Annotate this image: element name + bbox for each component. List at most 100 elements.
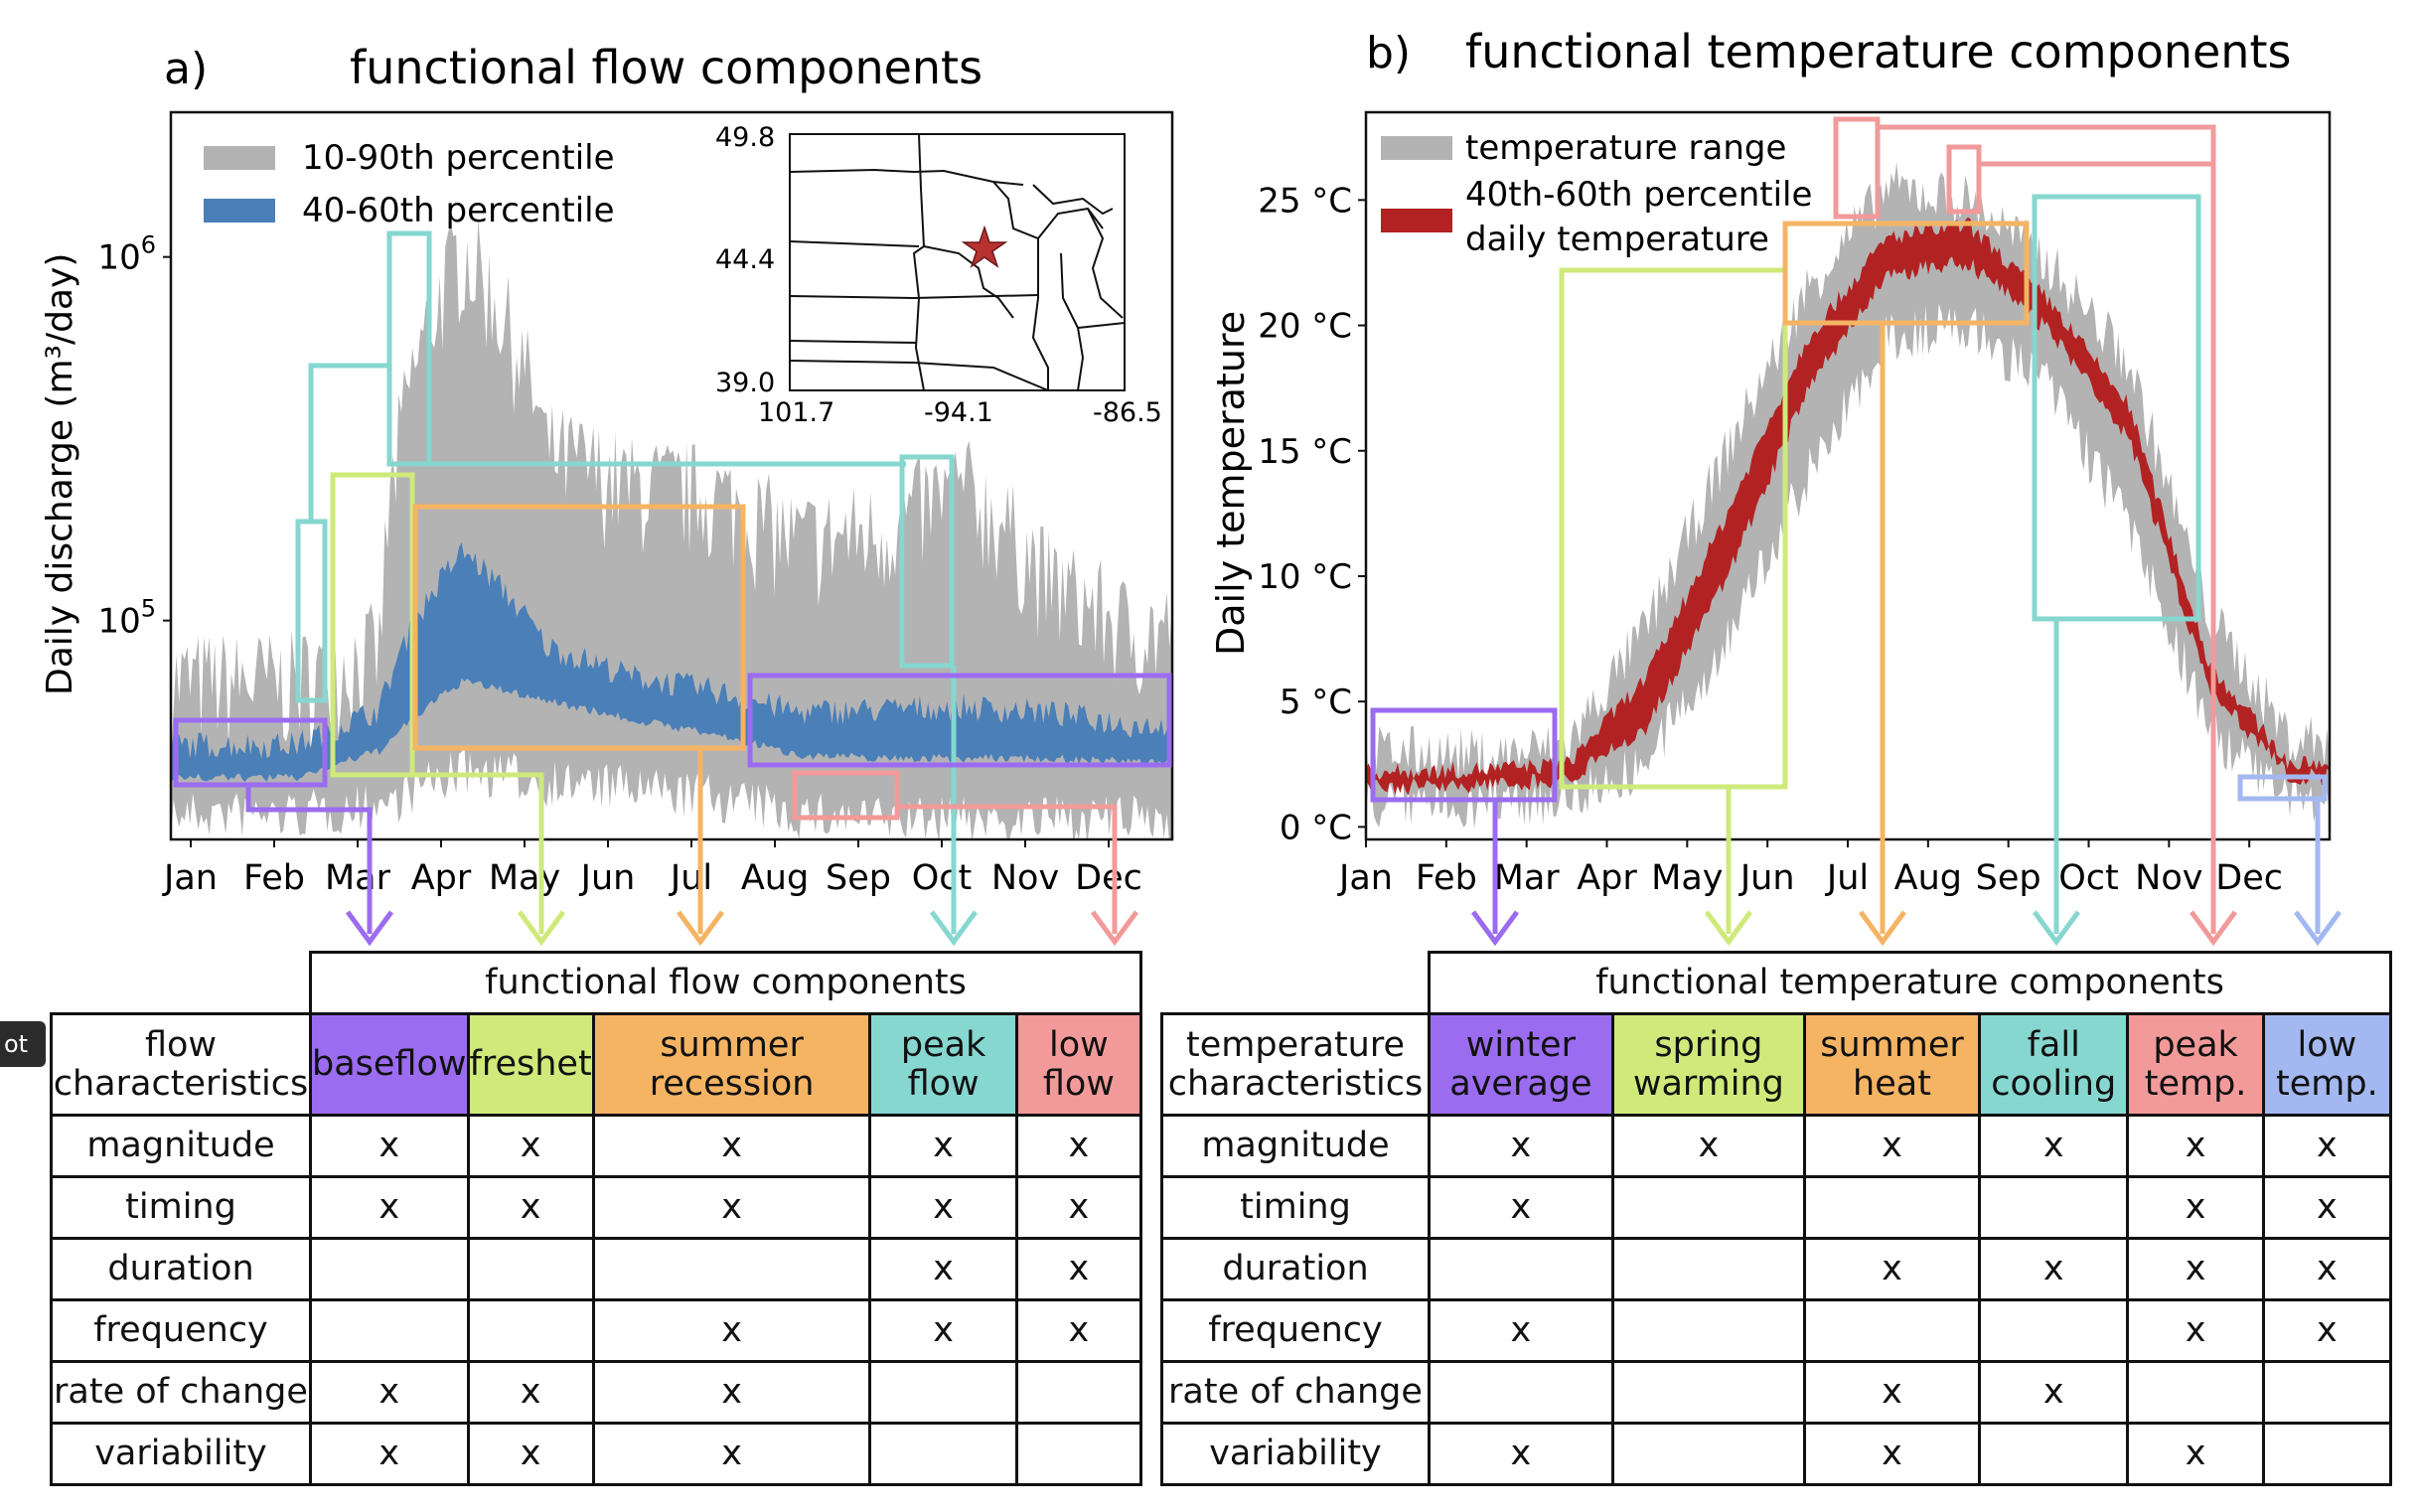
flow-plot-frame [169,110,1174,841]
temp-table-cell [1428,1360,1614,1425]
temp-col-peak-temp: peak temp. [2126,1012,2265,1117]
flow-table-row: magnitude x x x x x [50,1114,1143,1178]
flow-month-label: Oct [912,858,973,898]
temp-table-row-label: variability [1160,1422,1431,1486]
flow-ylabel: Daily discharge (m³/day) [40,253,80,695]
inset-y-top: 49.8 [715,122,775,153]
temp-table-row: duration x x x x [1160,1237,2393,1301]
temp-table-cell [1978,1175,2130,1240]
temp-month-label: Jul [1825,858,1869,898]
flow-table-cell [591,1237,872,1301]
temp-table-cell: x [1802,1114,1982,1178]
flow-table-row-label: timing [50,1175,312,1240]
arrow-summer-icon [1858,910,1907,947]
flow-y-tick-label: 105 [97,595,156,642]
flow-table-cell: x [1014,1114,1143,1178]
temp-table-cell: x [2261,1175,2393,1240]
temp-table-cell: x [2126,1175,2265,1240]
arrow-winter-icon [1470,910,1520,947]
flow-table-cell: x [309,1360,470,1425]
temp-month-label: Feb [1416,858,1477,898]
temp-table-cell: x [1428,1175,1614,1240]
temp-col-summer-heat: summer heat [1802,1012,1982,1117]
temp-table-cell: x [1802,1360,1982,1425]
legend-swatch-grey [204,146,275,170]
flow-table-row: rate of change x x x [50,1360,1143,1425]
flow-table-corner [52,953,311,1014]
temperature-40-60-band [1366,217,2330,796]
flow-table-row-label: magnitude [50,1114,312,1178]
temp-y-tick-label: 15 °C [1258,432,1352,472]
flow-table-row: frequency x x x [50,1298,1143,1363]
temp-table-cell: x [1978,1114,2130,1178]
flow-table-cell: x [466,1422,595,1486]
temp-table-cell: x [2126,1298,2265,1363]
flow-plot: Jan Feb Mar Apr May Jun Jul Aug Sep Oct Nov Dec1061… [97,110,1174,898]
flow-table-cell [868,1422,1018,1486]
flow-table-header: functional flow components [309,951,1142,1015]
flow-40-60-band [171,542,1172,782]
temp-table-cell: x [2261,1114,2393,1178]
temp-table-cell: x [2126,1422,2265,1486]
temp-month-label: Dec [2215,858,2283,898]
temp-table-row: variability x x x [1160,1422,2393,1486]
legend-label-percentile: 40th-60th percentile [1465,175,1812,215]
legend-label-daily: daily temperature [1465,220,1769,259]
inset-y-bot: 39.0 [715,368,775,398]
flow-y-tick-label: 106 [97,231,156,278]
arrow-baseflow-icon [345,910,394,947]
legend-swatch-blue [204,199,275,223]
temp-table-header: functional temperature components [1428,951,2392,1015]
temp-table-row: timing x x x [1160,1175,2393,1240]
flow-table-cell: x [1014,1298,1143,1363]
temp-month-label: Jan [1337,858,1393,898]
arrow-recession-icon [676,910,725,947]
temp-table-cell [1978,1422,2130,1486]
temperature-range-band [1366,162,2330,830]
flow-y-tick-exp: 5 [141,595,156,623]
temp-table-cell [2126,1360,2265,1425]
arrow-spring-icon [1704,910,1753,947]
flow-table-cell: x [309,1114,470,1178]
flow-month-label: Aug [741,858,809,898]
flow-table-row: variability x x x [50,1422,1143,1486]
inset-x-left: 101.7 [758,397,834,428]
flow-month-label: Apr [411,858,472,898]
inset-x-mid: -94.1 [924,397,993,428]
temp-month-label: May [1651,858,1723,898]
temp-table-cell: x [1802,1237,1982,1301]
flow-month-label: Sep [826,858,891,898]
temp-table-cell: x [2261,1298,2393,1363]
legend-label-10-90: 10-90th percentile [302,138,615,178]
temperature-legend: temperature range 40th-60th percentile d… [1381,128,1812,259]
temp-table-cell: x [1802,1422,1982,1486]
flow-table-cell [1014,1360,1143,1425]
flow-table-cell: x [868,1237,1018,1301]
temp-table-cell: x [2126,1114,2265,1178]
flow-table-cell: x [309,1175,470,1240]
temp-col-low-temp: low temp. [2261,1012,2393,1117]
temp-month-label: Apr [1577,858,1637,898]
temp-table-cell: x [2261,1237,2393,1301]
flow-month-label: Jun [579,858,636,898]
flow-y-tick-exp: 6 [141,231,156,259]
flow-col-low-flow: low flow [1014,1012,1143,1117]
temp-col-winter-average: winter average [1428,1012,1614,1117]
side-badge[interactable]: ot [0,1021,46,1067]
inset-y-mid: 44.4 [715,244,775,275]
flow-y-tick-base: 10 [97,238,140,278]
flow-table-cell [868,1360,1018,1425]
flow-month-label: Dec [1075,858,1142,898]
flow-table-cell: x [868,1175,1018,1240]
temperature-plot: Jan Feb Mar Apr May Jun Jul Aug Sep Oct Nov Dec 0 °C… [1258,110,2332,898]
flow-table-cell: x [591,1114,872,1178]
flow-table-cell: x [868,1298,1018,1363]
temp-table-corner [1162,953,1430,1014]
flow-table-cell: x [309,1422,470,1486]
flow-y-tick-base: 10 [97,602,140,642]
flow-table-cell: x [1014,1175,1143,1240]
legend-label-40-60: 40-60th percentile [302,191,615,230]
arrow-freshet-icon [517,910,566,947]
flow-components-table: functional flow components flow characte… [50,951,1143,1486]
flow-table-row: timing x x x x x [50,1175,1143,1240]
